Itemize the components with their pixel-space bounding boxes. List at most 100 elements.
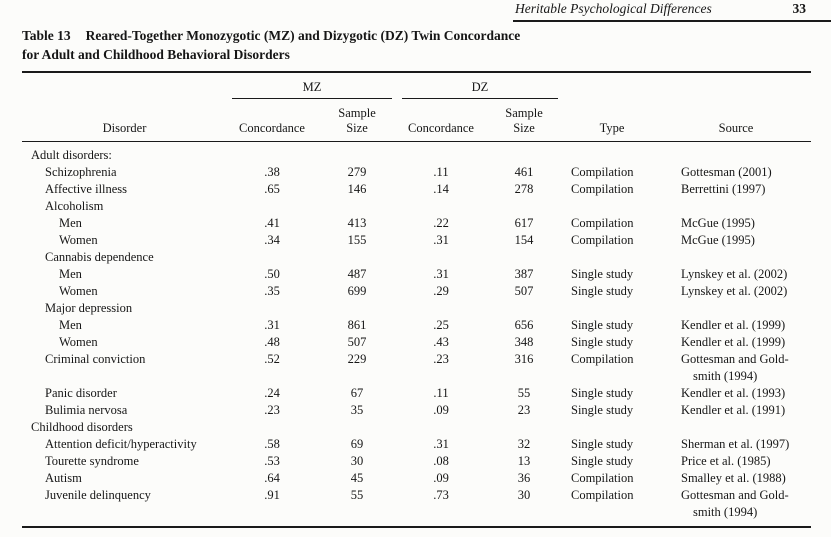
dz-concordance-cell [397, 419, 485, 436]
disorder-cell: Women [59, 284, 98, 299]
disorder-cell: Women [59, 335, 98, 350]
mz-sample-size-cell: 67 [350, 386, 364, 401]
dz-sample-size-cell: 278 [514, 182, 534, 197]
dz-sample-size-cell: 30 [517, 488, 531, 503]
type-cell: Compilation [571, 182, 634, 197]
type-cell: Compilation [571, 488, 634, 503]
dz-sample-size-cell: 617 [514, 216, 534, 231]
dz-sample-size-cell: 32 [517, 437, 531, 452]
dz-sample-size-cell: 154 [514, 233, 534, 248]
mz-concordance-cell: .41 [264, 216, 280, 231]
header-row: Disorder Concordance Sample Size Concord… [22, 99, 811, 143]
source-cell: Kendler et al. (1999) [681, 335, 786, 350]
dz-concordance-cell: .31 [433, 233, 449, 248]
disorder-cell: Childhood disorders [31, 420, 133, 435]
disorder-cell: Major depression [45, 301, 133, 316]
table-row: Autism .64 45 .09 36 Compilation Smalley et al… [22, 470, 811, 487]
mz-sample-size-cell [317, 249, 397, 266]
running-head: Heritable Psychological Differences 33 [513, 0, 831, 22]
table-row: Women .35 699 .29 507 Single study Lynskey et … [22, 283, 811, 300]
type-cell: Single study [571, 267, 634, 282]
type-cell [563, 249, 661, 266]
mz-concordance-cell: .91 [264, 488, 280, 503]
mz-concordance-cell: .34 [264, 233, 280, 248]
mz-concordance-cell [227, 419, 317, 436]
disorder-cell: Schizophrenia [45, 165, 117, 180]
type-cell [563, 142, 661, 165]
table-title: Table 13 Reared-Together Monozygotic (MZ)… [22, 27, 811, 64]
dz-concordance-cell: .09 [433, 403, 449, 418]
source-cell: Sherman et al. (1997) [681, 437, 790, 452]
type-cell: Compilation [571, 165, 634, 180]
dz-concordance-cell: .11 [433, 165, 449, 180]
concordance-table: MZ DZ Disorder Concordance Sample Size C… [22, 71, 811, 529]
mz-concordance-cell: .64 [264, 471, 280, 486]
disorder-cell: Criminal conviction [45, 352, 146, 367]
source-cell: Lynskey et al. (2002) [681, 267, 788, 282]
dz-sample-size-cell: 348 [514, 335, 534, 350]
dz-concordance-cell [397, 198, 485, 215]
disorder-cell: Tourette syndrome [45, 454, 139, 469]
table-row: Affective illness .65 146 .14 278 Compilation… [22, 181, 811, 198]
table-row: Men .31 861 .25 656 Single study Kendler et al… [22, 317, 811, 334]
table-row: Bulimia nervosa .23 35 .09 23 Single study Ken… [22, 402, 811, 419]
dz-sample-size-cell [485, 142, 563, 165]
type-cell: Single study [571, 284, 634, 299]
source-cell: Kendler et al. (1991) [681, 403, 786, 418]
mz-sample-size-cell: 507 [347, 335, 367, 350]
dz-concordance-cell: .73 [433, 488, 449, 503]
dz-concordance-cell: .22 [433, 216, 449, 231]
table-row: Tourette syndrome .53 30 .08 13 Single study P… [22, 453, 811, 470]
page-number: 33 [792, 1, 807, 16]
table-row: Juvenile delinquency .91 55 .73 30 Compilatio… [22, 487, 811, 527]
mz-sample-size-cell: 413 [347, 216, 367, 231]
mz-sample-size-cell [317, 419, 397, 436]
type-cell: Single study [571, 386, 634, 401]
source-cell [661, 419, 811, 436]
mz-concordance-cell: .38 [264, 165, 280, 180]
source-cell: Gottesman and Gold- smith (1994) [681, 488, 789, 520]
dz-concordance-cell: .29 [433, 284, 449, 299]
source-cell: McGue (1995) [681, 233, 755, 248]
disorder-cell: Attention deficit/hyperactivity [45, 437, 197, 452]
table-row: Panic disorder .24 67 .11 55 Single study Kend… [22, 385, 811, 402]
mz-sample-size-cell: 699 [347, 284, 367, 299]
table-row: Women .48 507 .43 348 Single study Kendler et … [22, 334, 811, 351]
source-cell: Gottesman and Gold- smith (1994) [681, 352, 789, 384]
source-cell: Kendler et al. (1999) [681, 318, 786, 333]
source-cell [661, 300, 811, 317]
table-row: Major depression [22, 300, 811, 317]
source-cell: McGue (1995) [681, 216, 755, 231]
disorder-cell: Panic disorder [45, 386, 117, 401]
type-cell: Single study [571, 403, 634, 418]
dz-concordance-cell: .14 [433, 182, 449, 197]
dz-concordance-cell: .08 [433, 454, 449, 469]
source-cell [661, 198, 811, 215]
mz-sample-size-cell: 55 [350, 488, 364, 503]
type-cell: Compilation [571, 233, 634, 248]
dz-sample-size-cell: 656 [514, 318, 534, 333]
header-disorder: Disorder [22, 99, 227, 143]
dz-sample-size-cell: 13 [517, 454, 531, 469]
dz-concordance-cell: .31 [433, 437, 449, 452]
mz-sample-size-cell: 487 [347, 267, 367, 282]
mz-sample-size-cell: 45 [350, 471, 364, 486]
source-cell: Gottesman (2001) [681, 165, 772, 180]
table-row: Attention deficit/hyperactivity .58 69 .31 3… [22, 436, 811, 453]
header-dz-sample-size: Sample Size [485, 99, 563, 143]
mz-concordance-cell: .52 [264, 352, 280, 367]
disorder-cell: Affective illness [45, 182, 128, 197]
dz-sample-size-cell: 461 [514, 165, 534, 180]
mz-sample-size-cell: 30 [350, 454, 364, 469]
mz-concordance-cell: .23 [264, 403, 280, 418]
table-title-label: Table 13 [22, 28, 71, 43]
header-type: Type [563, 99, 661, 143]
dz-concordance-cell [397, 300, 485, 317]
mz-concordance-cell: .31 [264, 318, 280, 333]
source-cell: Berrettini (1997) [681, 182, 766, 197]
disorder-cell: Men [59, 216, 82, 231]
dz-concordance-cell: .09 [433, 471, 449, 486]
mz-sample-size-cell: 146 [347, 182, 367, 197]
running-head-title: Heritable Psychological Differences [515, 1, 712, 16]
